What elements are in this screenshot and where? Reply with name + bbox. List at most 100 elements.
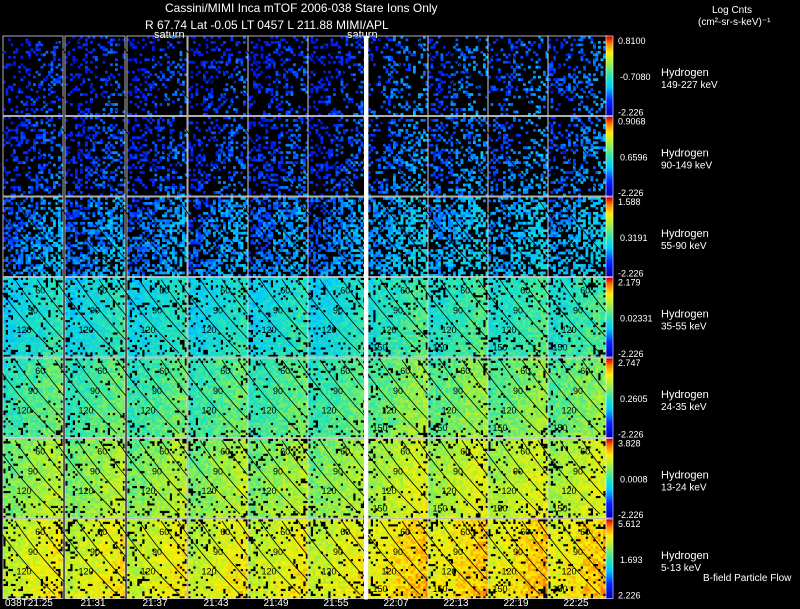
pixel <box>565 183 569 187</box>
pixel <box>393 178 396 182</box>
pixel <box>45 259 49 262</box>
pixel <box>110 63 113 67</box>
pixel <box>129 266 133 270</box>
pixel <box>77 186 81 189</box>
saturn-label: saturn <box>154 29 185 42</box>
pixel <box>75 123 78 127</box>
pixel <box>600 98 604 101</box>
pixel <box>425 48 429 52</box>
pixel <box>298 183 301 187</box>
pixel <box>408 50 411 54</box>
pixel <box>403 146 406 150</box>
pixel <box>555 108 559 111</box>
pixel <box>350 166 354 169</box>
pixel <box>360 141 364 145</box>
pixel <box>13 83 16 86</box>
pixel <box>510 43 514 47</box>
pixel <box>335 110 339 114</box>
pixel <box>177 98 180 101</box>
pixel <box>205 143 209 147</box>
pixel <box>443 63 446 67</box>
pixel <box>43 95 46 99</box>
pixel <box>152 100 155 104</box>
pixel <box>70 201 73 205</box>
pixel <box>33 244 36 247</box>
pixel <box>385 45 389 49</box>
pixel <box>100 229 103 233</box>
pixel <box>169 141 173 145</box>
pixel <box>418 161 421 164</box>
pixel <box>285 113 289 116</box>
pixel <box>580 100 584 104</box>
pixel <box>102 266 106 270</box>
pixel <box>70 63 73 67</box>
pixel <box>223 136 226 140</box>
pixel <box>122 131 126 135</box>
pixel <box>540 80 544 84</box>
pixel <box>38 256 41 260</box>
pixel <box>583 75 586 79</box>
pixel <box>134 178 138 182</box>
pixel <box>540 98 544 101</box>
pixel <box>43 88 46 91</box>
pixel <box>195 126 199 130</box>
pixel <box>318 118 321 122</box>
pixel <box>470 131 474 135</box>
pixel <box>395 193 399 197</box>
pixel <box>205 128 209 132</box>
pixel <box>58 231 61 235</box>
pixel <box>373 128 376 132</box>
pixel <box>340 116 344 120</box>
pixel <box>563 143 566 147</box>
pixel <box>483 53 486 57</box>
pixel <box>203 60 206 64</box>
pixel <box>208 95 211 99</box>
pixel <box>448 188 451 192</box>
pixel <box>225 156 229 160</box>
pixel <box>110 176 113 179</box>
pixel <box>228 153 231 157</box>
pixel <box>87 128 91 132</box>
pixel <box>225 70 229 74</box>
pixel <box>575 181 579 184</box>
pixel <box>50 65 54 69</box>
pixel <box>169 146 173 150</box>
pixel <box>154 173 158 177</box>
pixel <box>353 78 356 82</box>
pixel <box>82 113 86 116</box>
pixel <box>53 90 56 94</box>
pixel <box>395 88 399 91</box>
pixel <box>285 93 289 96</box>
pixel <box>358 108 361 111</box>
pixel <box>210 121 214 125</box>
pixel <box>137 199 140 203</box>
pixel <box>184 95 188 99</box>
pixel <box>470 105 474 109</box>
pixel <box>85 274 88 277</box>
pixel <box>355 191 359 194</box>
pixel <box>132 70 135 74</box>
pixel <box>35 183 39 187</box>
pixel <box>523 83 526 86</box>
pixel <box>283 60 286 64</box>
pixel <box>205 80 209 84</box>
pixel <box>77 103 81 106</box>
pixel <box>97 209 101 213</box>
pixel <box>590 153 594 157</box>
pixel <box>333 113 336 116</box>
pixel <box>475 113 479 116</box>
pixel <box>460 108 464 111</box>
pixel <box>112 75 116 79</box>
pixel <box>92 143 96 147</box>
pixel <box>388 80 391 84</box>
pixel <box>245 78 249 82</box>
pixel <box>127 236 130 240</box>
pixel <box>15 173 19 177</box>
pixel <box>295 153 299 157</box>
pixel <box>48 244 51 247</box>
pixel <box>255 158 259 162</box>
pixel <box>90 234 93 238</box>
pixel <box>430 133 434 137</box>
pixel <box>260 53 264 57</box>
pixel <box>508 168 511 172</box>
